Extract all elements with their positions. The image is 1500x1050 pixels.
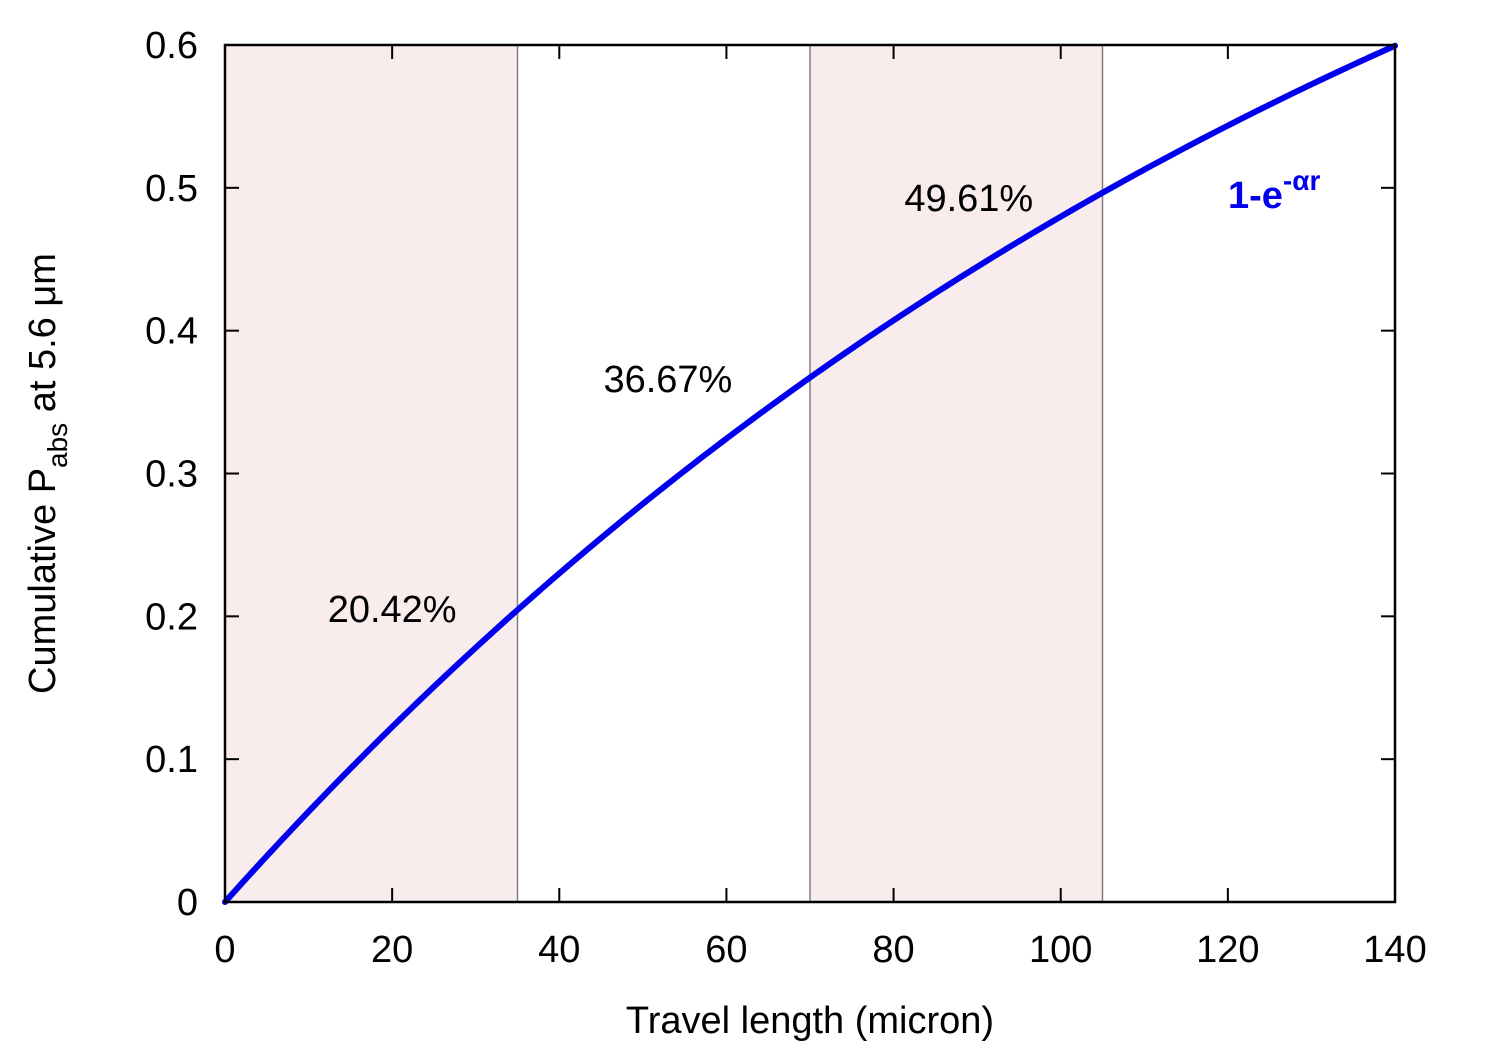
x-axis-title: Travel length (micron): [626, 1000, 994, 1042]
y-tick-label-6: 0.6: [145, 25, 198, 67]
x-tick-label-3: 60: [705, 929, 747, 971]
annotation-0: 20.42%: [328, 589, 457, 631]
x-tick-label-7: 140: [1363, 929, 1426, 971]
annotation-1: 36.67%: [603, 359, 732, 401]
y-tick-label-3: 0.3: [145, 454, 198, 496]
band-divider-lines: [516, 45, 1104, 902]
x-tick-label-4: 80: [872, 929, 914, 971]
y-axis-title-suffix: at 5.6 μm: [22, 253, 64, 423]
y-axis-title: Cumulative Pabs at 5.6 μm: [22, 253, 73, 694]
x-tick-labels: 0 20 40 60 80 100 120 140: [214, 929, 1426, 971]
series-group: [222, 42, 1398, 905]
x-tick-label-2: 40: [538, 929, 580, 971]
y-tick-label-0: 0: [177, 882, 198, 924]
y-axis-title-subscript: abs: [42, 423, 73, 468]
shaded-bands: [225, 45, 1103, 902]
y-tick-label-4: 0.4: [145, 311, 198, 353]
annotation-2: 49.61%: [904, 178, 1033, 220]
x-tick-label-1: 20: [371, 929, 413, 971]
shaded-band-0: [225, 45, 518, 902]
y-axis-title-prefix: Cumulative P: [22, 468, 64, 694]
x-tick-label-0: 0: [214, 929, 235, 971]
y-tick-label-2: 0.2: [145, 596, 198, 638]
legend-base: 1-e: [1228, 175, 1283, 217]
shaded-band-1: [810, 45, 1103, 902]
y-tick-label-5: 0.5: [145, 168, 198, 210]
legend-label-series: 1-e-αr: [1228, 165, 1320, 217]
plot-frame: [223, 43, 1397, 904]
annotations: 20.42% 36.67% 49.61%: [328, 178, 1034, 631]
y-tick-label-1: 0.1: [145, 739, 198, 781]
y-tick-labels: 0 0.1 0.2 0.3 0.4 0.5 0.6: [145, 25, 198, 924]
series-line-0: [222, 42, 1398, 905]
x-tick-label-6: 120: [1196, 929, 1259, 971]
x-tick-label-5: 100: [1029, 929, 1092, 971]
legend-superscript: -αr: [1283, 165, 1321, 196]
